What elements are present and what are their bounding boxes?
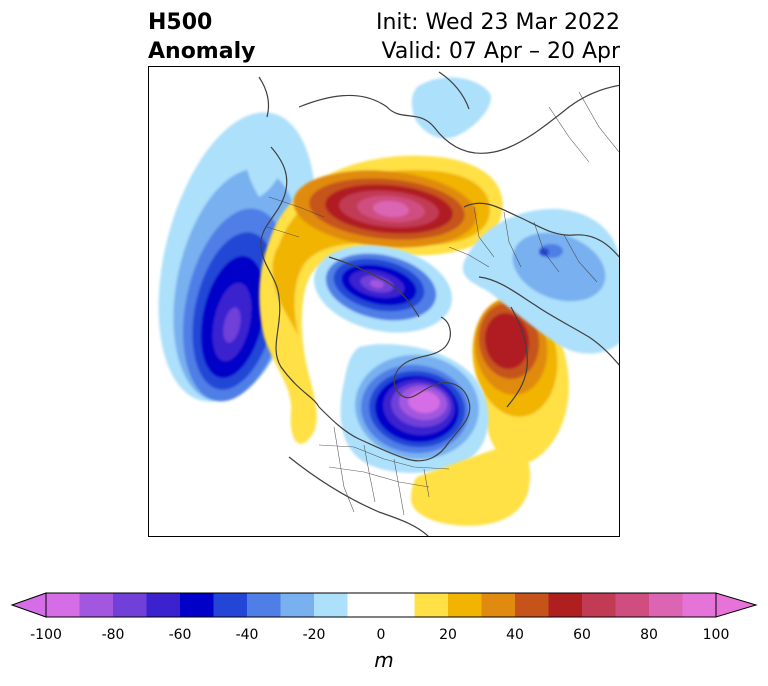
colorbar-unit: m bbox=[374, 648, 394, 672]
colorbar-bin bbox=[79, 593, 114, 617]
colorbar-bin bbox=[381, 593, 415, 617]
colorbar-bin bbox=[414, 593, 449, 617]
valid-range: Valid: 07 Apr – 20 Apr bbox=[381, 39, 621, 64]
polar-low-anomaly bbox=[313, 245, 453, 333]
colorbar-bin bbox=[314, 593, 348, 617]
colorbar-bin bbox=[515, 593, 549, 617]
colorbar-bin bbox=[615, 593, 650, 617]
colorbar-bin bbox=[448, 593, 482, 617]
anomaly-map bbox=[148, 66, 620, 537]
colorbar-bin bbox=[146, 593, 181, 617]
title-field: Anomaly bbox=[148, 39, 256, 64]
eurasia-trough-anomaly bbox=[462, 208, 619, 354]
title-variable: H500 bbox=[148, 10, 213, 35]
colorbar-bin bbox=[46, 593, 80, 617]
arctic-ridge-anomaly bbox=[259, 155, 503, 444]
map-title: H500 Anomaly bbox=[148, 8, 255, 66]
colorbar-bin bbox=[213, 593, 248, 617]
colorbar-bin bbox=[247, 593, 281, 617]
colorbar-bin bbox=[113, 593, 147, 617]
colorbar-bin bbox=[180, 593, 214, 617]
colorbar-bin bbox=[347, 593, 382, 617]
colorbar-tick-label: -100 bbox=[30, 627, 62, 643]
init-date: Init: Wed 23 Mar 2022 bbox=[375, 10, 620, 35]
colorbar-tick-label: 60 bbox=[573, 627, 591, 643]
colorbar-tick-label: -40 bbox=[235, 627, 259, 643]
anomaly-map-canvas bbox=[158, 71, 619, 536]
colorbar-extend-high bbox=[715, 592, 758, 618]
colorbar-tick-label: 0 bbox=[376, 627, 386, 643]
forecast-info: Init: Wed 23 Mar 2022 Valid: 07 Apr – 20… bbox=[376, 8, 620, 66]
colorbar-tick-label: 20 bbox=[439, 627, 457, 643]
colorbar-bin bbox=[582, 593, 616, 617]
greenland-trough-anomaly bbox=[245, 77, 491, 197]
atlantic-ridge-anomaly bbox=[411, 445, 531, 526]
colorbar-bin bbox=[649, 593, 683, 617]
colorbar-tick-label: -60 bbox=[168, 627, 192, 643]
colorbar-tick-label: 100 bbox=[702, 627, 730, 643]
colorbar-segments bbox=[10, 592, 758, 618]
colorbar-tick-label: 80 bbox=[640, 627, 658, 643]
coastlines bbox=[258, 71, 619, 536]
colorbar-bin bbox=[481, 593, 516, 617]
hudson-low-anomaly bbox=[340, 344, 489, 473]
colorbar-tick-label: -80 bbox=[101, 627, 125, 643]
colorbar-outline bbox=[45, 592, 717, 618]
colorbar-tick-label: 40 bbox=[506, 627, 524, 643]
colorbar-tick-label: -20 bbox=[302, 627, 326, 643]
colorbar-bin bbox=[280, 593, 315, 617]
colorbar-bin bbox=[548, 593, 583, 617]
colorbar-bin bbox=[682, 593, 717, 617]
political-borders bbox=[266, 91, 619, 516]
colorbar bbox=[10, 592, 758, 618]
colorbar-extend-low bbox=[10, 592, 47, 618]
